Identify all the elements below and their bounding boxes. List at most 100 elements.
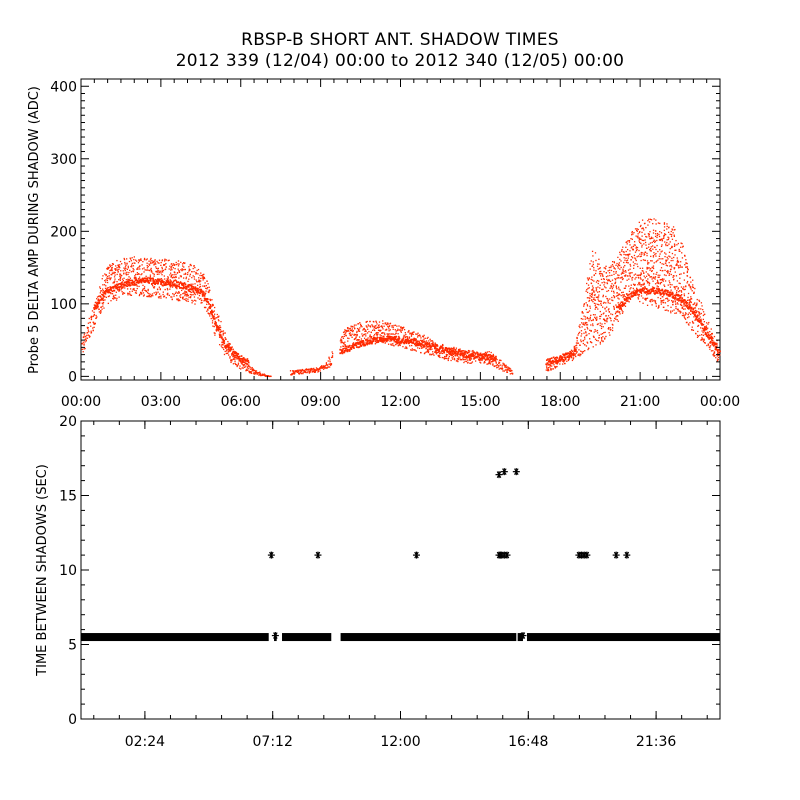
amplitude-point	[673, 268, 675, 270]
amplitude-point	[353, 333, 355, 335]
amplitude-point	[217, 316, 220, 318]
amplitude-point	[300, 369, 303, 372]
amplitude-point	[647, 263, 649, 265]
amplitude-point	[604, 268, 607, 270]
amplitude-point	[640, 224, 642, 227]
amplitude-band-point	[684, 301, 687, 304]
amplitude-point	[373, 321, 375, 323]
amplitude-point	[600, 302, 602, 305]
amplitude-point	[578, 325, 580, 327]
amplitude-point	[551, 368, 553, 370]
amplitude-point	[209, 305, 212, 307]
amplitude-point	[599, 324, 601, 327]
amplitude-point	[654, 233, 657, 235]
amplitude-point	[340, 336, 343, 338]
amplitude-point	[139, 268, 141, 270]
amplitude-point	[597, 296, 600, 298]
amplitude-band-point	[189, 284, 192, 287]
amplitude-point	[649, 300, 651, 302]
amplitude-point	[603, 267, 605, 269]
amplitude-point	[618, 298, 620, 300]
amplitude-band-point	[174, 284, 177, 287]
amplitude-point	[181, 289, 183, 292]
asterisk-point	[267, 551, 275, 559]
amplitude-point	[131, 262, 134, 265]
amplitude-point	[214, 324, 216, 326]
amplitude-point	[601, 273, 603, 275]
amplitude-band-point	[451, 350, 453, 353]
amplitude-point	[213, 313, 216, 315]
amplitude-point	[686, 270, 689, 272]
amplitude-point	[594, 338, 597, 340]
amplitude-point	[641, 219, 644, 221]
amplitude-point	[133, 289, 135, 291]
amplitude-point	[188, 270, 190, 272]
amplitude-point	[422, 335, 425, 338]
amplitude-point	[134, 259, 137, 261]
amplitude-band-point	[633, 291, 636, 294]
amplitude-point	[656, 232, 659, 235]
amplitude-band-point	[486, 355, 489, 358]
amplitude-point	[438, 354, 441, 356]
amplitude-point	[673, 309, 675, 311]
amplitude-point	[112, 297, 114, 300]
amplitude-band-point	[108, 291, 111, 294]
amplitude-point	[594, 272, 597, 275]
amplitude-point	[671, 238, 674, 240]
amplitude-point	[353, 324, 356, 326]
amplitude-band-point	[705, 333, 708, 336]
amplitude-point	[403, 334, 405, 337]
amplitude-point	[226, 348, 228, 351]
amplitude-band-point	[552, 356, 555, 359]
amplitude-point	[654, 283, 657, 285]
amplitude-band-point	[124, 281, 127, 284]
amplitude-point	[649, 231, 651, 233]
amplitude-point	[96, 298, 98, 300]
amplitude-point	[213, 310, 216, 312]
amplitude-point	[220, 330, 222, 332]
amplitude-point	[468, 359, 470, 361]
amplitude-point	[452, 356, 455, 358]
amplitude-point	[401, 329, 403, 331]
amplitude-point	[97, 306, 99, 308]
amplitude-band-point	[690, 307, 693, 310]
amplitude-band-point	[415, 341, 418, 343]
amplitude-band-point	[425, 343, 427, 346]
amplitude-point	[136, 273, 139, 276]
amplitude-point	[447, 351, 449, 353]
amplitude-point	[669, 286, 672, 288]
amplitude-point	[495, 362, 497, 364]
amplitude-point	[630, 234, 633, 236]
amplitude-point	[580, 350, 582, 352]
amplitude-point	[401, 327, 403, 330]
amplitude-point	[178, 271, 181, 273]
amplitude-point	[205, 306, 207, 309]
amplitude-point	[127, 278, 129, 280]
amplitude-point	[428, 340, 430, 342]
amplitude-point	[170, 296, 172, 298]
bottom-plot-frame	[80, 420, 721, 720]
amplitude-band-point	[456, 352, 459, 355]
amplitude-point	[369, 325, 372, 327]
amplitude-point	[669, 310, 672, 312]
amplitude-point	[317, 371, 319, 373]
amplitude-band-point	[431, 345, 434, 347]
amplitude-point	[624, 254, 627, 256]
amplitude-point	[671, 228, 673, 230]
amplitude-point	[666, 239, 668, 241]
amplitude-point	[501, 368, 503, 370]
amplitude-point	[241, 367, 243, 369]
amplitude-point	[663, 223, 666, 225]
amplitude-point	[212, 325, 214, 327]
amplitude-point	[581, 310, 583, 313]
amplitude-point	[602, 294, 605, 296]
amplitude-point	[659, 283, 662, 285]
amplitude-point	[124, 263, 126, 265]
amplitude-point	[145, 289, 147, 292]
amplitude-point	[664, 309, 666, 311]
amplitude-point	[202, 290, 204, 292]
amplitude-band-point	[247, 361, 250, 364]
amplitude-point	[122, 293, 124, 295]
amplitude-band-point	[201, 295, 204, 297]
amplitude-point	[654, 300, 657, 302]
